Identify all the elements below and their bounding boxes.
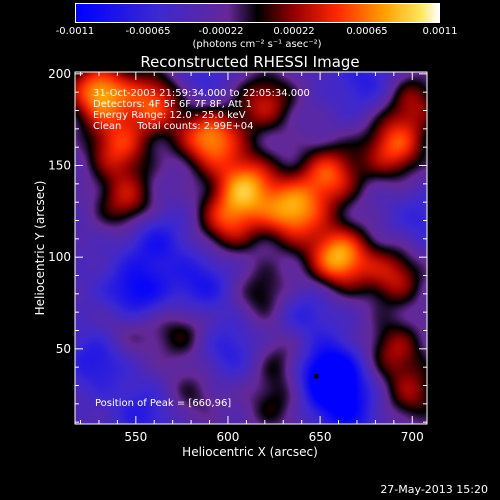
- peak-marker: [313, 373, 319, 379]
- annotation-time: 31-Oct-2003 21:59:34.000 to 22:05:34.000: [93, 88, 310, 99]
- y-axis-label: Heliocentric Y (arcsec): [33, 180, 47, 316]
- colorbar-unit: (photons cm⁻² s⁻¹ asec⁻²): [192, 39, 322, 50]
- annotation-method: Clean Total counts: 2.99E+04: [93, 121, 254, 132]
- heatmap-image: [75, 72, 427, 424]
- colorbar-tick-label: -0.0011: [55, 26, 95, 37]
- colorbar-gradient: [75, 3, 440, 23]
- colorbar: [75, 3, 440, 23]
- x-tick-label: 700: [401, 430, 424, 444]
- y-tick-label: 150: [48, 159, 71, 173]
- x-tick-label: 600: [217, 430, 240, 444]
- y-tick-label: 100: [48, 250, 71, 264]
- y-tick-label: 200: [48, 67, 71, 81]
- annotation-peak: Position of Peak = [660,96]: [95, 398, 232, 409]
- colorbar-tick-label: 0.0011: [422, 26, 458, 37]
- x-tick-label: 550: [124, 430, 147, 444]
- x-tick-label: 650: [309, 430, 332, 444]
- colorbar-tick-label: 0.00022: [273, 26, 315, 37]
- annotation-detectors: Detectors: 4F 5F 6F 7F 8F, Att 1: [93, 99, 253, 110]
- colorbar-tick-label: 0.00065: [346, 26, 388, 37]
- colorbar-tick-label: -0.00022: [198, 26, 244, 37]
- y-tick-label: 50: [56, 342, 71, 356]
- annotation-energy: Energy Range: 12.0 - 25.0 keV: [93, 110, 246, 121]
- plot-frame: [74, 71, 428, 425]
- x-axis-label: Heliocentric X (arcsec): [182, 445, 318, 459]
- colorbar-tick-label: -0.00065: [125, 26, 171, 37]
- footer-timestamp: 27-May-2013 15:20: [380, 483, 488, 496]
- chart-title: Reconstructed RHESSI Image: [140, 53, 360, 71]
